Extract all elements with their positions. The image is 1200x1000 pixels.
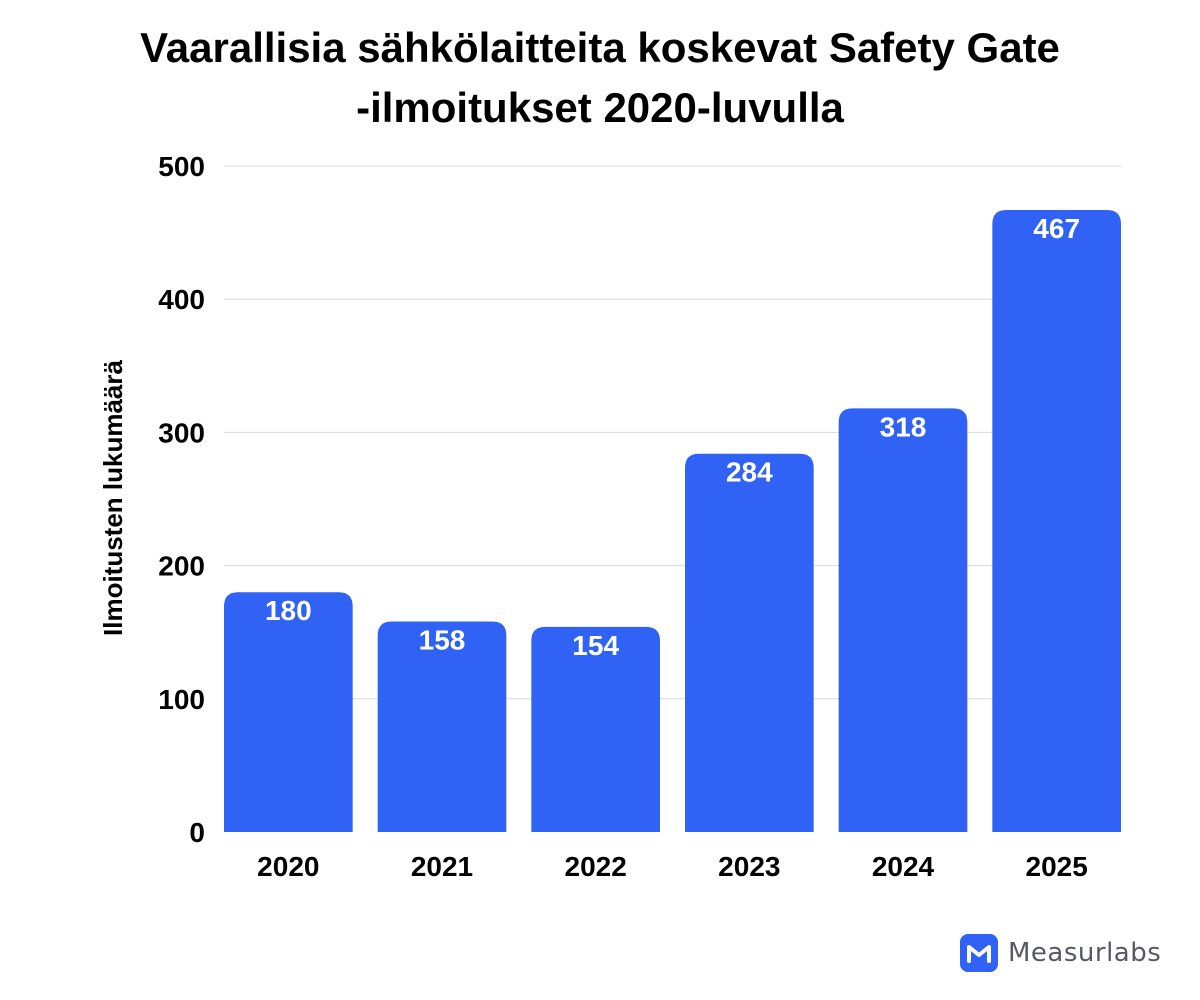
- bar: [377, 621, 507, 832]
- bar-value-label: 154: [572, 630, 619, 661]
- y-axis-ticks: 0 100 200 300 400 500: [158, 151, 205, 848]
- x-tick-label: 2022: [565, 851, 627, 882]
- bar-value-label: 158: [419, 625, 466, 656]
- y-tick-label: 0: [189, 817, 205, 848]
- x-axis-ticks: 2020 2021 2022 2023 2024 2025: [257, 851, 1088, 882]
- bars: 180 158 154 284 318 467: [224, 209, 1121, 832]
- y-tick-label: 400: [158, 284, 205, 315]
- y-tick-label: 200: [158, 551, 205, 582]
- chart-title-line-2: -ilmoitukset 2020-luvulla: [356, 84, 844, 131]
- bar: [992, 209, 1121, 832]
- gridlines: [224, 165, 1121, 700]
- y-tick-label: 500: [158, 151, 205, 182]
- bar: [531, 626, 660, 832]
- x-tick-label: 2021: [411, 851, 473, 882]
- bar: [685, 453, 814, 832]
- brand-name: Measurlabs: [1008, 938, 1162, 968]
- y-tick-label: 300: [158, 417, 205, 448]
- chart-title: Vaarallisia sähkölaitteita koskevat Safe…: [0, 18, 1200, 138]
- x-tick-label: 2023: [718, 851, 780, 882]
- m-logo-icon: [960, 934, 998, 972]
- brand: Measurlabs: [960, 933, 1161, 973]
- bar-value-label: 180: [265, 595, 312, 626]
- y-tick-label: 100: [158, 684, 205, 715]
- bar-value-label: 318: [880, 411, 927, 442]
- bar: [224, 592, 353, 832]
- bar: [838, 408, 968, 832]
- y-axis-label: Ilmoitusten lukumäärä: [98, 359, 128, 635]
- x-tick-label: 2025: [1026, 851, 1088, 882]
- chart-title-line-1: Vaarallisia sähkölaitteita koskevat Safe…: [140, 24, 1060, 71]
- x-tick-label: 2020: [257, 851, 319, 882]
- bar-value-label: 284: [726, 457, 773, 488]
- x-tick-label: 2024: [872, 851, 935, 882]
- bar-value-label: 467: [1033, 213, 1080, 244]
